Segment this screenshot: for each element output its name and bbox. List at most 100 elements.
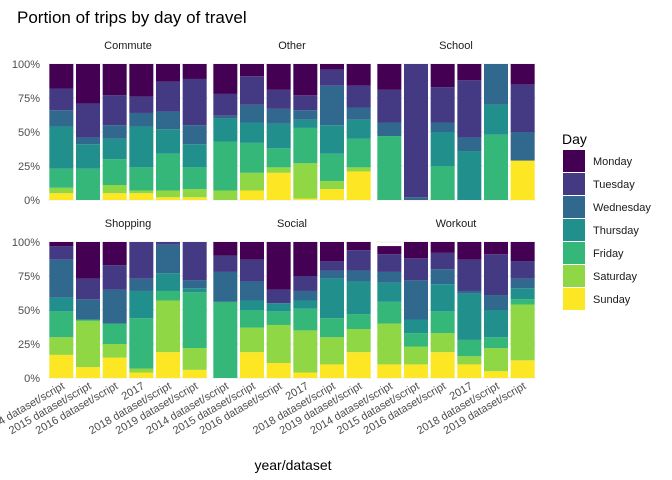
bar-1 (213, 242, 238, 378)
bar-segment-wednesday (457, 290, 482, 294)
bar-segment-tuesday (49, 246, 74, 260)
bar-segment-sunday (293, 372, 318, 378)
bar-segment-tuesday (377, 89, 402, 123)
bar-segment-wednesday (510, 278, 535, 289)
bar-segment-monday (182, 64, 207, 79)
bar-segment-monday (49, 242, 74, 247)
bar-segment-monday (213, 242, 238, 256)
bar-segment-thursday (156, 273, 180, 291)
bar-segment-tuesday (76, 278, 100, 300)
bar-segment-saturday (102, 344, 127, 358)
bar-segment-wednesday (102, 289, 127, 324)
bar-segment-friday (129, 318, 154, 369)
bar-segment-friday (129, 167, 154, 191)
bar-segment-wednesday (484, 64, 508, 105)
bar-segment-tuesday (213, 255, 238, 272)
bar-segment-tuesday (377, 254, 402, 272)
bar-3 (266, 242, 291, 378)
bar-segment-friday (293, 127, 318, 164)
bar-segment-thursday (49, 297, 74, 312)
panel-title: Shopping (105, 218, 152, 230)
bar-segment-saturday (346, 167, 371, 172)
bar-segment-monday (320, 64, 344, 70)
bar-segment-monday (346, 242, 371, 251)
bar-segment-saturday (457, 356, 482, 365)
bar-segment-friday (484, 134, 508, 200)
legend-title: Day (562, 131, 587, 147)
bar-segment-thursday (266, 123, 291, 149)
bar-segment-wednesday (266, 108, 291, 124)
bar-segment-monday (293, 242, 318, 276)
bar-segment-friday (156, 290, 180, 301)
bar-segment-tuesday (430, 252, 455, 270)
bar-segment-thursday (346, 281, 371, 315)
bar-segment-saturday (266, 324, 291, 364)
legend-label-wednesday: Wednesday (593, 202, 651, 214)
bar-segment-friday (213, 301, 238, 378)
bar-2 (404, 64, 428, 200)
bar-segment-wednesday (404, 197, 428, 200)
bar-2 (240, 242, 264, 378)
bar-segment-monday (510, 64, 535, 85)
bar-segment-monday (346, 64, 371, 86)
bar-segment-saturday (129, 190, 154, 194)
bar-segment-saturday (404, 346, 428, 365)
bar-segment-tuesday (102, 265, 127, 290)
y-tick-label: 75% (18, 271, 40, 283)
bar-segment-tuesday (76, 103, 100, 138)
legend-label-tuesday: Tuesday (593, 179, 635, 191)
bar-segment-friday (182, 167, 207, 190)
bar-segment-monday (484, 242, 508, 255)
bar-segment-friday (484, 337, 508, 349)
bar-segment-saturday (266, 167, 291, 173)
bar-segment-saturday (346, 329, 371, 353)
bar-segment-tuesday (404, 64, 428, 198)
bar-segment-monday (457, 64, 482, 81)
bar-segment-tuesday (320, 261, 344, 271)
bar-segment-saturday (156, 190, 180, 198)
bar-segment-tuesday (293, 95, 318, 111)
legend-key-tuesday (563, 173, 585, 195)
bar-segment-tuesday (156, 242, 180, 245)
bar-5 (484, 242, 508, 378)
bar-segment-wednesday (293, 290, 318, 301)
bar-segment-friday (240, 142, 264, 173)
bar-segment-wednesday (240, 104, 264, 123)
bar-1 (377, 246, 402, 378)
bar-segment-wednesday (76, 299, 100, 320)
bar-segment-monday (377, 246, 402, 255)
bar-segment-sunday (320, 189, 344, 200)
bar-segment-saturday (156, 300, 180, 353)
bar-segment-saturday (49, 187, 74, 194)
bar-segment-thursday (510, 288, 535, 300)
bar-segment-friday (49, 168, 74, 188)
bar-segment-monday (266, 242, 291, 290)
bar-segment-friday (430, 166, 455, 200)
bar-segment-tuesday (510, 84, 535, 132)
bar-segment-wednesday (156, 111, 180, 130)
bar-segment-tuesday (266, 289, 291, 304)
panel-other: Other (212, 40, 372, 201)
bar-segment-wednesday (430, 122, 455, 132)
y-tick-label: 25% (18, 339, 40, 351)
bar-segment-friday (102, 323, 127, 344)
bar-segment-wednesday (377, 122, 402, 137)
y-tick-label: 100% (12, 237, 40, 249)
bar-segment-thursday (129, 126, 154, 168)
panel-school: School (376, 40, 536, 201)
bar-segment-tuesday (102, 95, 127, 126)
bar-4 (457, 64, 482, 200)
bar-segment-friday (320, 318, 344, 338)
bar-segment-tuesday (430, 87, 455, 123)
bar-1 (377, 64, 402, 200)
bar-5 (484, 64, 508, 200)
bar-segment-monday (430, 242, 455, 253)
panel-title: Other (278, 40, 306, 52)
bar-segment-wednesday (49, 110, 74, 127)
bar-segment-thursday (404, 319, 428, 334)
bar-segment-tuesday (129, 96, 154, 113)
bar-1 (213, 64, 238, 200)
bar-segment-tuesday (484, 254, 508, 296)
bar-segment-friday (293, 308, 318, 331)
bar-segment-friday (213, 141, 238, 191)
